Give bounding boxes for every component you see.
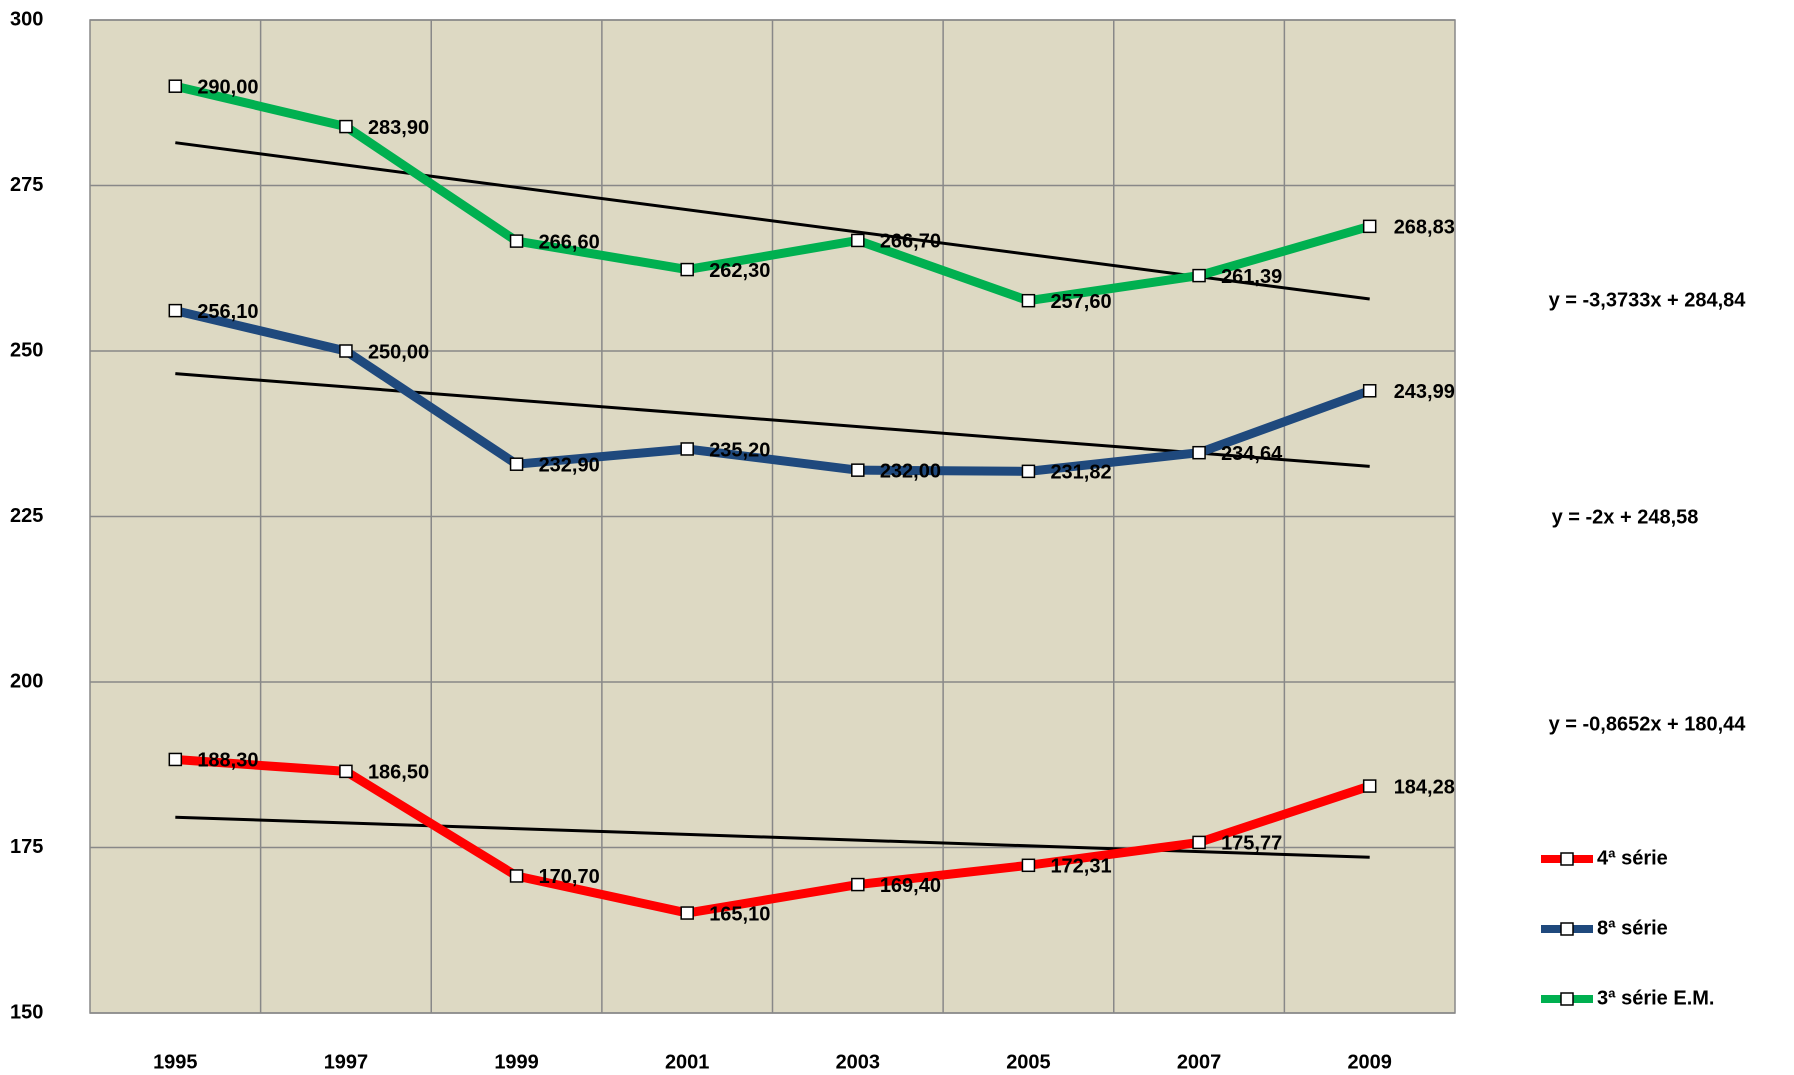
x-tick-label: 2007	[1177, 1051, 1222, 1073]
data-label: 165,10	[709, 903, 770, 925]
y-tick-label: 250	[10, 339, 43, 361]
legend-marker	[1560, 852, 1574, 866]
legend-label: 8ª série	[1597, 917, 1668, 939]
data-label: 231,82	[1050, 462, 1111, 484]
trendline	[175, 372, 1370, 468]
x-tick-label: 2003	[836, 1051, 881, 1073]
marker	[339, 344, 353, 358]
marker	[339, 119, 353, 134]
marker	[680, 442, 694, 456]
marker	[1362, 384, 1377, 398]
data-label: 243,99	[1394, 381, 1455, 403]
legend-label: 4ª série	[1597, 847, 1668, 869]
marker	[1021, 464, 1036, 479]
series-line	[174, 81, 1371, 306]
data-label: 290,00	[197, 76, 258, 98]
data-label: 232,00	[880, 460, 941, 482]
data-label: 257,60	[1050, 291, 1111, 313]
data-label: 186,50	[368, 762, 429, 784]
data-label: 175,77	[1221, 833, 1282, 855]
marker	[509, 457, 524, 471]
data-label: 250,00	[368, 341, 429, 363]
data-label: 184,28	[1394, 776, 1455, 798]
marker	[1192, 268, 1206, 283]
data-label: 172,31	[1050, 856, 1111, 878]
data-label: 266,60	[539, 231, 600, 253]
marker	[168, 752, 183, 767]
series-line	[174, 754, 1372, 918]
x-tick-label: 1997	[324, 1051, 369, 1073]
data-label: 234,64	[1221, 443, 1283, 465]
x-tick-label: 2009	[1347, 1051, 1392, 1073]
data-label: 268,83	[1394, 217, 1455, 239]
marker	[851, 233, 865, 248]
y-tick-label: 150	[10, 1001, 43, 1023]
marker	[168, 79, 183, 93]
marker	[1362, 779, 1377, 793]
data-label: 261,39	[1221, 266, 1282, 288]
y-tick-label: 225	[10, 505, 43, 527]
marker	[339, 764, 353, 779]
data-label: 235,20	[709, 439, 770, 461]
y-tick-label: 175	[10, 836, 43, 858]
data-label: 232,90	[539, 454, 600, 476]
x-tick-label: 2001	[665, 1051, 710, 1073]
data-label: 262,30	[709, 260, 770, 282]
marker	[680, 262, 694, 277]
y-tick-label: 200	[10, 670, 43, 692]
data-label: 170,70	[539, 866, 600, 888]
marker	[680, 906, 694, 920]
data-label: 169,40	[880, 875, 941, 897]
legend-marker	[1560, 922, 1574, 936]
marker	[509, 869, 524, 883]
data-label: 256,10	[197, 301, 258, 323]
series-line	[174, 306, 1372, 476]
marker	[1192, 445, 1206, 460]
marker	[1021, 293, 1036, 308]
trendline-equation: y = -3,3733x + 284,84	[1549, 289, 1747, 311]
trendline	[175, 141, 1370, 301]
marker	[851, 463, 865, 477]
marker	[1192, 835, 1206, 850]
marker	[1362, 219, 1377, 234]
data-label: 188,30	[197, 750, 258, 772]
x-tick-label: 1999	[494, 1051, 539, 1073]
trendline-equation: y = -0,8652x + 180,44	[1549, 713, 1747, 735]
x-tick-label: 1995	[153, 1051, 198, 1073]
marker	[851, 877, 865, 892]
y-tick-label: 300	[10, 8, 43, 30]
data-label: 266,70	[880, 231, 941, 253]
marker	[168, 303, 183, 318]
legend-label: 3ª série E.M.	[1597, 987, 1714, 1009]
y-tick-label: 275	[10, 174, 43, 196]
marker	[1021, 858, 1036, 873]
legend-marker	[1560, 992, 1574, 1006]
trendline-equation: y = -2x + 248,58	[1552, 506, 1699, 528]
marker	[509, 234, 524, 248]
data-label: 283,90	[368, 117, 429, 139]
x-tick-label: 2005	[1006, 1051, 1051, 1073]
